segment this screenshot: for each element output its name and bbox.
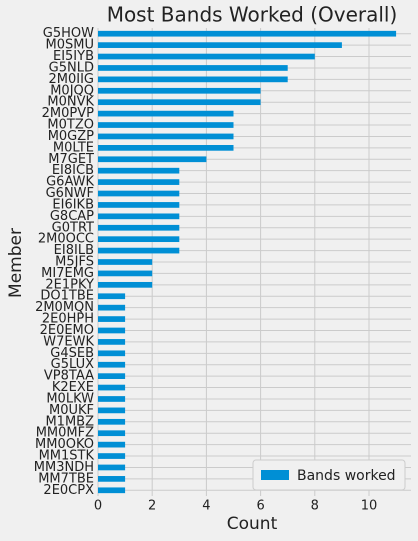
legend-swatch xyxy=(261,470,289,480)
x-tick-label: 10 xyxy=(361,499,378,514)
y-tick-label: 2E0HPH xyxy=(42,312,94,327)
bar xyxy=(98,487,126,494)
bar xyxy=(98,145,234,151)
y-tick-label: M0SMU xyxy=(46,38,94,53)
bar xyxy=(98,213,180,220)
bar xyxy=(98,247,180,254)
bar xyxy=(98,430,126,437)
bar xyxy=(98,179,180,185)
y-tick-label: G0TRT xyxy=(52,220,94,235)
bar xyxy=(98,224,180,231)
y-tick-label: G5HOW xyxy=(43,26,94,41)
y-tick-label: 2M0PVP xyxy=(42,106,94,121)
bar xyxy=(98,361,126,368)
y-tick-label: 2E0CPX xyxy=(43,483,94,498)
x-tick-label: 2 xyxy=(148,499,156,514)
y-tick-label: G6AWK xyxy=(46,175,94,190)
y-tick-label: M1MBZ xyxy=(45,414,94,429)
y-tick-label: MM7TBE xyxy=(38,471,94,486)
bar xyxy=(98,396,126,402)
bar xyxy=(98,167,180,174)
y-tick-label: EI8ICB xyxy=(52,163,94,178)
bar xyxy=(98,99,261,106)
bar xyxy=(98,339,126,345)
bar xyxy=(98,122,234,128)
x-tick-label: 4 xyxy=(202,499,210,514)
y-tick-label: 2E1PKY xyxy=(45,277,94,292)
y-tick-label: M0LTE xyxy=(53,140,94,155)
y-tick-label: G5NLD xyxy=(49,60,94,75)
y-tick-label: MM0MFZ xyxy=(36,426,94,441)
y-tick-label: K2EXE xyxy=(52,380,94,395)
y-tick-label: MM1STK xyxy=(39,449,95,464)
bar xyxy=(98,110,234,117)
bar xyxy=(98,270,153,277)
bar xyxy=(98,293,126,300)
bar xyxy=(98,441,126,448)
y-tick-label: EI8ILB xyxy=(54,243,94,258)
legend-box xyxy=(252,459,406,491)
bar xyxy=(98,350,126,357)
bar xyxy=(98,281,153,288)
x-tick-label: 8 xyxy=(311,499,319,514)
y-tick-label: M5JFS xyxy=(55,255,94,270)
y-tick-label: 2M0OCC xyxy=(38,232,94,247)
bar xyxy=(98,76,288,83)
y-tick-label: MM3NDH xyxy=(34,460,94,475)
y-tick-label: MM0OKO xyxy=(35,437,94,452)
legend-label: Bands worked xyxy=(297,468,396,484)
y-tick-label: M0NVK xyxy=(47,95,94,110)
y-tick-label: 2M0MQN xyxy=(35,300,94,315)
chart-title: Most Bands Worked (Overall) xyxy=(107,3,398,27)
y-tick-label: M0JQQ xyxy=(50,83,94,98)
y-tick-label: DO1TBE xyxy=(40,289,94,304)
bar xyxy=(98,259,153,265)
bar xyxy=(98,53,315,60)
y-tick-label: M0LKW xyxy=(46,391,94,406)
bar xyxy=(98,156,207,163)
bar xyxy=(98,190,180,197)
bar xyxy=(98,133,234,140)
bar xyxy=(98,384,126,391)
bar xyxy=(98,202,180,208)
y-tick-label: EI6IKB xyxy=(52,197,94,212)
bar xyxy=(98,30,397,37)
y-tick-label: M0UKF xyxy=(49,403,94,418)
bar xyxy=(98,373,126,379)
bar xyxy=(98,407,126,414)
bar xyxy=(98,42,342,48)
bar xyxy=(98,464,126,471)
bar xyxy=(98,327,126,334)
bar xyxy=(98,304,126,311)
y-tick-label: G8CAP xyxy=(50,209,94,224)
bar xyxy=(98,316,126,322)
x-tick-label: 6 xyxy=(256,499,264,514)
y-tick-label: VP8TAA xyxy=(44,369,94,384)
y-tick-label: 2M0IIG xyxy=(49,72,95,87)
y-tick-label: G6NWF xyxy=(46,186,94,201)
y-tick-label: M0TZO xyxy=(47,118,94,133)
bar xyxy=(98,418,126,425)
bar xyxy=(98,236,180,243)
bar xyxy=(98,65,288,71)
bar xyxy=(98,87,261,94)
y-tick-label: M0GZP xyxy=(48,129,94,144)
bar xyxy=(98,476,126,482)
y-tick-label: W7EWK xyxy=(43,334,94,349)
y-axis-label: Member xyxy=(6,228,26,298)
y-tick-label: M7GET xyxy=(48,152,94,167)
bar xyxy=(98,453,126,459)
y-tick-label: MI7EMG xyxy=(41,266,94,281)
x-tick-label: 0 xyxy=(94,499,102,514)
y-tick-label: G5LUX xyxy=(51,357,94,372)
y-tick-label: 2E0EMO xyxy=(40,323,94,338)
y-tick-label: G4SEB xyxy=(50,346,94,361)
x-axis-label: Count xyxy=(227,514,278,534)
y-tick-label: EI5IYB xyxy=(53,49,94,64)
